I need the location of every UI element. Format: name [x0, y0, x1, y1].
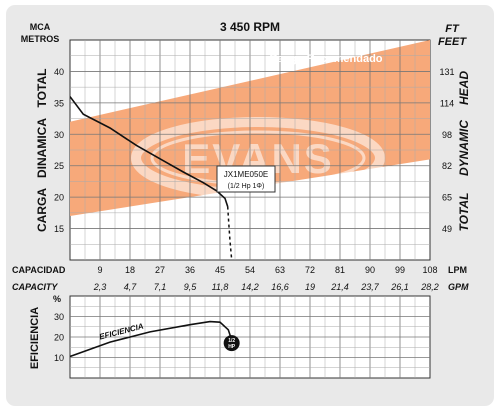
y-tick-label-left: 40: [54, 67, 64, 77]
model-name: JX1ME050E: [224, 170, 268, 179]
ylabel-right-word-1: TOTAL: [457, 193, 471, 232]
x-tick-label-gpm: 9,5: [184, 282, 198, 292]
head-curve-dashed-end: [226, 206, 233, 260]
y-tick-label-left: 30: [54, 130, 64, 140]
x-tick-label-gpm: 26,1: [390, 282, 409, 292]
efficiency-y-ticks: 10 20 30: [54, 312, 64, 363]
right-unit-line-2: FEET: [438, 36, 467, 48]
ylabel-right-word-3: HEAD: [457, 71, 471, 105]
ylabel-left-word-3: TOTAL: [35, 69, 49, 108]
x-tick-label-gpm: 21,4: [330, 282, 349, 292]
y-tick-label-left: 20: [54, 193, 64, 203]
ylabel-left-word-2: DINAMICA: [35, 118, 49, 178]
x-tick-label-lpm: 90: [365, 265, 375, 275]
xlabel-bottom-unit: GPM: [448, 282, 469, 292]
y-tick-label-right: 114: [440, 98, 454, 108]
head-y-ticks-left: 15 20 25 30 35 40: [54, 67, 64, 234]
x-tick-label-lpm: 27: [155, 265, 165, 275]
y-tick-label-left: 35: [54, 98, 64, 108]
hp-badge-top: 1/2: [228, 338, 235, 344]
hp-badge: 1/2 HP: [223, 335, 240, 352]
xlabel-top: CAPACIDAD: [12, 265, 66, 275]
x-tick-label-gpm: 16,6: [271, 282, 289, 292]
x-tick-label-lpm: 72: [305, 265, 315, 275]
ylabel-right-word-2: DYNAMIC: [457, 120, 471, 176]
x-tick-label-lpm: 108: [422, 265, 437, 275]
x-tick-label-gpm: 7,1: [154, 282, 167, 292]
x-tick-label-lpm: 36: [185, 265, 195, 275]
y-tick-label-right: 49: [442, 224, 452, 234]
efficiency-curve: [70, 320, 233, 358]
left-unit-line-2: METROS: [21, 34, 60, 44]
efficiency-y-tick-label: 30: [54, 312, 64, 322]
hp-badge-bottom: HP: [228, 344, 236, 350]
x-tick-label-gpm: 19: [305, 282, 315, 292]
y-tick-label-right: 131: [439, 67, 454, 77]
right-unit-line-1: FT: [445, 23, 460, 35]
x-tick-label-lpm: 54: [245, 265, 255, 275]
head-curve: [70, 96, 229, 207]
x-tick-label-lpm: 18: [125, 265, 135, 275]
model-subtitle: (1/2 Hp 1Φ): [228, 183, 265, 190]
head-y-ticks-right: 49 65 82 98 114 131: [439, 67, 454, 234]
x-tick-label-gpm: 14,2: [241, 282, 259, 292]
y-tick-label-right: 98: [442, 130, 452, 140]
x-tick-label-gpm: 11,8: [212, 282, 229, 292]
ylabel-left-word-1: CARGA: [35, 188, 49, 232]
xlabel-top-unit: LPM: [448, 265, 467, 275]
y-tick-label-left: 15: [54, 224, 64, 234]
efficiency-y-tick-label: 10: [54, 353, 64, 363]
xlabel-bottom: CAPACITY: [12, 282, 58, 292]
recommended-range-label: Rango Recomendado: [269, 53, 382, 65]
x-tick-label-lpm: 9: [97, 265, 102, 275]
efficiency-unit: %: [53, 294, 61, 304]
capacity-ticks: 9 2,3 18 4,7 27 7,1 36 9,5 45 11,8 54 14,2 63 16,6 72 1…: [93, 265, 439, 292]
x-tick-label-gpm: 23,7: [360, 282, 380, 292]
x-tick-label-lpm: 63: [275, 265, 285, 275]
y-tick-label-left: 25: [54, 161, 64, 171]
x-tick-label-gpm: 4,7: [124, 282, 138, 292]
x-tick-label-gpm: 2,3: [93, 282, 107, 292]
efficiency-axis-label: EFICIENCIA: [29, 307, 41, 369]
x-tick-label-lpm: 81: [335, 265, 345, 275]
x-tick-label-lpm: 45: [215, 265, 225, 275]
y-tick-label-right: 65: [442, 193, 452, 203]
efficiency-y-tick-label: 20: [54, 333, 64, 343]
x-tick-label-gpm: 28,2: [420, 282, 439, 292]
efficiency-grid: [70, 296, 430, 378]
chart-title: 3 450 RPM: [220, 20, 280, 34]
y-tick-label-right: 82: [442, 161, 452, 171]
head-grid: [70, 40, 430, 260]
left-unit-line-1: MCA: [30, 22, 51, 32]
model-label-box: [216, 165, 276, 193]
x-tick-label-lpm: 99: [395, 265, 405, 275]
